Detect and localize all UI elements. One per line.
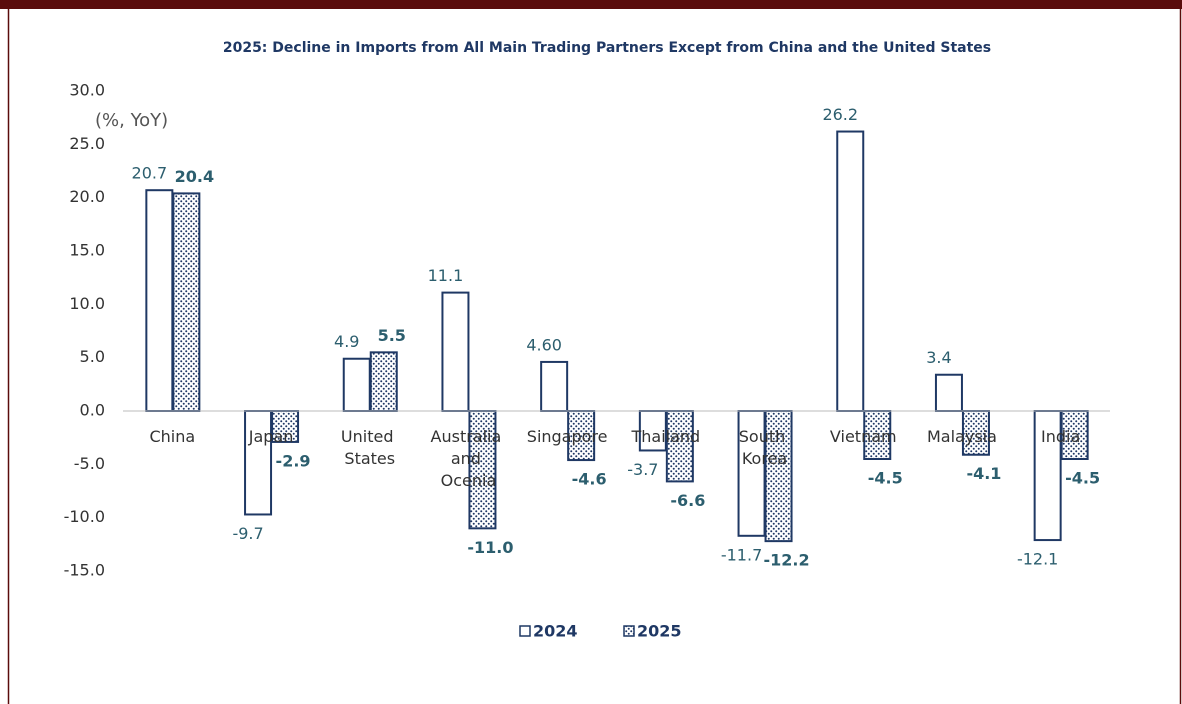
x-tick-line: India	[1041, 427, 1080, 446]
x-tick-line: Thailand	[630, 427, 700, 446]
data-label: 26.2	[822, 105, 858, 124]
x-tick-label: Japan	[248, 427, 294, 446]
x-tick-label: Singapore	[527, 427, 608, 446]
x-tick-line: Malaysia	[927, 427, 997, 446]
legend-label: 2024	[533, 622, 578, 641]
bar	[145, 189, 174, 412]
y-tick-label: -10.0	[64, 507, 105, 526]
x-tick-label: China	[149, 427, 195, 446]
y-tick-label: 5.0	[80, 347, 105, 366]
x-tick-line: Australia	[431, 427, 507, 446]
x-tick-label: United States	[341, 427, 399, 468]
x-tick-label: Vietnam	[830, 427, 897, 446]
bar	[244, 410, 273, 516]
data-label: -3.7	[627, 460, 658, 479]
data-label: -4.1	[966, 464, 1001, 483]
x-tick-line: Japan	[248, 427, 294, 446]
data-label: 3.4	[926, 348, 951, 367]
data-label: 20.4	[175, 167, 214, 186]
bar	[665, 410, 694, 483]
y-tick-label: -15.0	[64, 561, 105, 580]
x-tick-label: Thailand	[630, 427, 700, 446]
data-label: 4.60	[526, 335, 562, 354]
y-tick-label: 15.0	[69, 241, 105, 260]
bar	[1060, 410, 1089, 460]
bar	[934, 373, 963, 413]
data-label: -4.6	[572, 470, 607, 489]
data-label: 5.5	[378, 326, 406, 345]
x-tick-label: Malaysia	[927, 427, 997, 446]
bar	[441, 291, 470, 413]
legend-swatch	[623, 625, 635, 637]
data-label: -4.5	[868, 469, 903, 488]
data-label: -11.7	[721, 545, 762, 564]
bar	[468, 410, 497, 530]
y-tick-label: 0.0	[80, 401, 105, 420]
data-label: -12.2	[763, 551, 809, 570]
data-label: -6.6	[670, 491, 705, 510]
bar	[1033, 410, 1062, 542]
y-axis-label: (%, YoY)	[95, 110, 168, 131]
data-label: -4.5	[1065, 469, 1100, 488]
bar	[342, 357, 371, 413]
x-tick-line: Korea	[742, 449, 787, 468]
x-tick-line: Singapore	[527, 427, 608, 446]
bar	[369, 351, 398, 413]
legend-label: 2025	[637, 622, 682, 641]
data-label: -9.7	[232, 524, 263, 543]
x-tick-line: and	[451, 449, 486, 468]
bar	[540, 360, 569, 412]
data-label: 11.1	[428, 266, 464, 285]
x-tick-line: States	[344, 449, 395, 468]
bar	[172, 192, 201, 412]
x-tick-line: Vietnam	[830, 427, 897, 446]
legend-swatch	[519, 625, 531, 637]
data-label: 20.7	[132, 164, 168, 183]
y-tick-label: 30.0	[69, 81, 105, 100]
y-tick-label: 10.0	[69, 294, 105, 313]
x-tick-label: India	[1041, 427, 1080, 446]
y-tick-label: -5.0	[74, 454, 105, 473]
x-tick-line: United	[341, 427, 399, 446]
x-tick-line: China	[149, 427, 195, 446]
chart-title: 2025: Decline in Imports from All Main T…	[223, 40, 991, 56]
x-tick-line: South	[739, 427, 791, 446]
bar	[737, 410, 766, 537]
top-band	[0, 0, 1182, 9]
bar	[764, 410, 793, 543]
x-tick-label: South Korea	[739, 427, 791, 468]
data-label: -11.0	[467, 538, 513, 557]
y-tick-label: 20.0	[69, 187, 105, 206]
bar	[836, 130, 865, 413]
data-label: 4.9	[334, 332, 359, 351]
x-tick-label: Australia and Ocenia	[431, 427, 507, 490]
data-label: -12.1	[1017, 550, 1058, 569]
x-tick-line: Ocenia	[441, 471, 497, 490]
data-label: -2.9	[276, 451, 311, 470]
y-tick-label: 25.0	[69, 134, 105, 153]
bar	[567, 410, 596, 462]
bar	[863, 410, 892, 460]
